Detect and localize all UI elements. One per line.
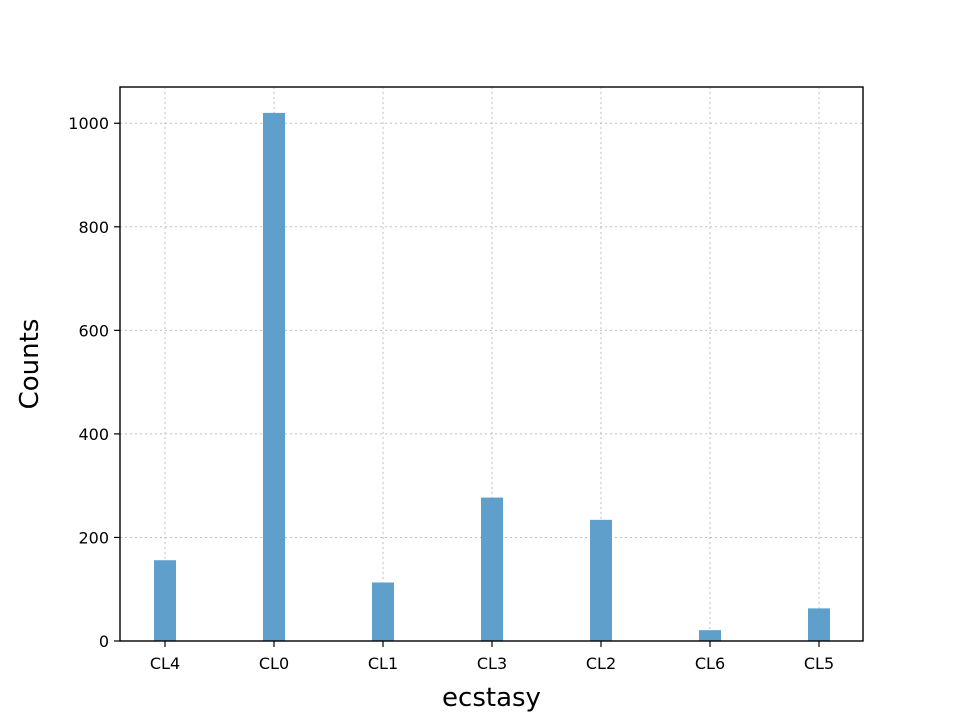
x-tick-label: CL1: [368, 654, 398, 673]
x-tick-label: CL2: [586, 654, 616, 673]
x-tick-label: CL4: [150, 654, 180, 673]
bar-cl2: [590, 519, 612, 641]
bar-cl3: [481, 497, 503, 641]
bar-cl5: [808, 608, 830, 641]
y-tick-label: 0: [99, 632, 109, 651]
x-tick-label: CL3: [477, 654, 507, 673]
bar-cl1: [372, 582, 394, 641]
y-tick-label: 200: [78, 528, 109, 547]
bar-cl0: [263, 112, 285, 642]
y-axis-label: Counts: [15, 319, 45, 410]
y-tick-label: 400: [78, 425, 109, 444]
x-axis-label: ecstasy: [442, 683, 541, 713]
x-tick-label: CL6: [695, 654, 725, 673]
y-tick-label: 600: [78, 321, 109, 340]
y-ticks: 0 200 400 600 800 1000: [68, 114, 120, 651]
x-tick-label: CL5: [804, 654, 834, 673]
x-ticks: CL4 CL0 CL1 CL3 CL2 CL6 CL5: [150, 641, 834, 673]
bar-cl6: [699, 630, 721, 641]
bars-layer: [154, 112, 830, 642]
y-tick-label: 1000: [68, 114, 109, 133]
bar-cl4: [154, 560, 176, 641]
y-tick-label: 800: [78, 218, 109, 237]
x-tick-label: CL0: [259, 654, 289, 673]
